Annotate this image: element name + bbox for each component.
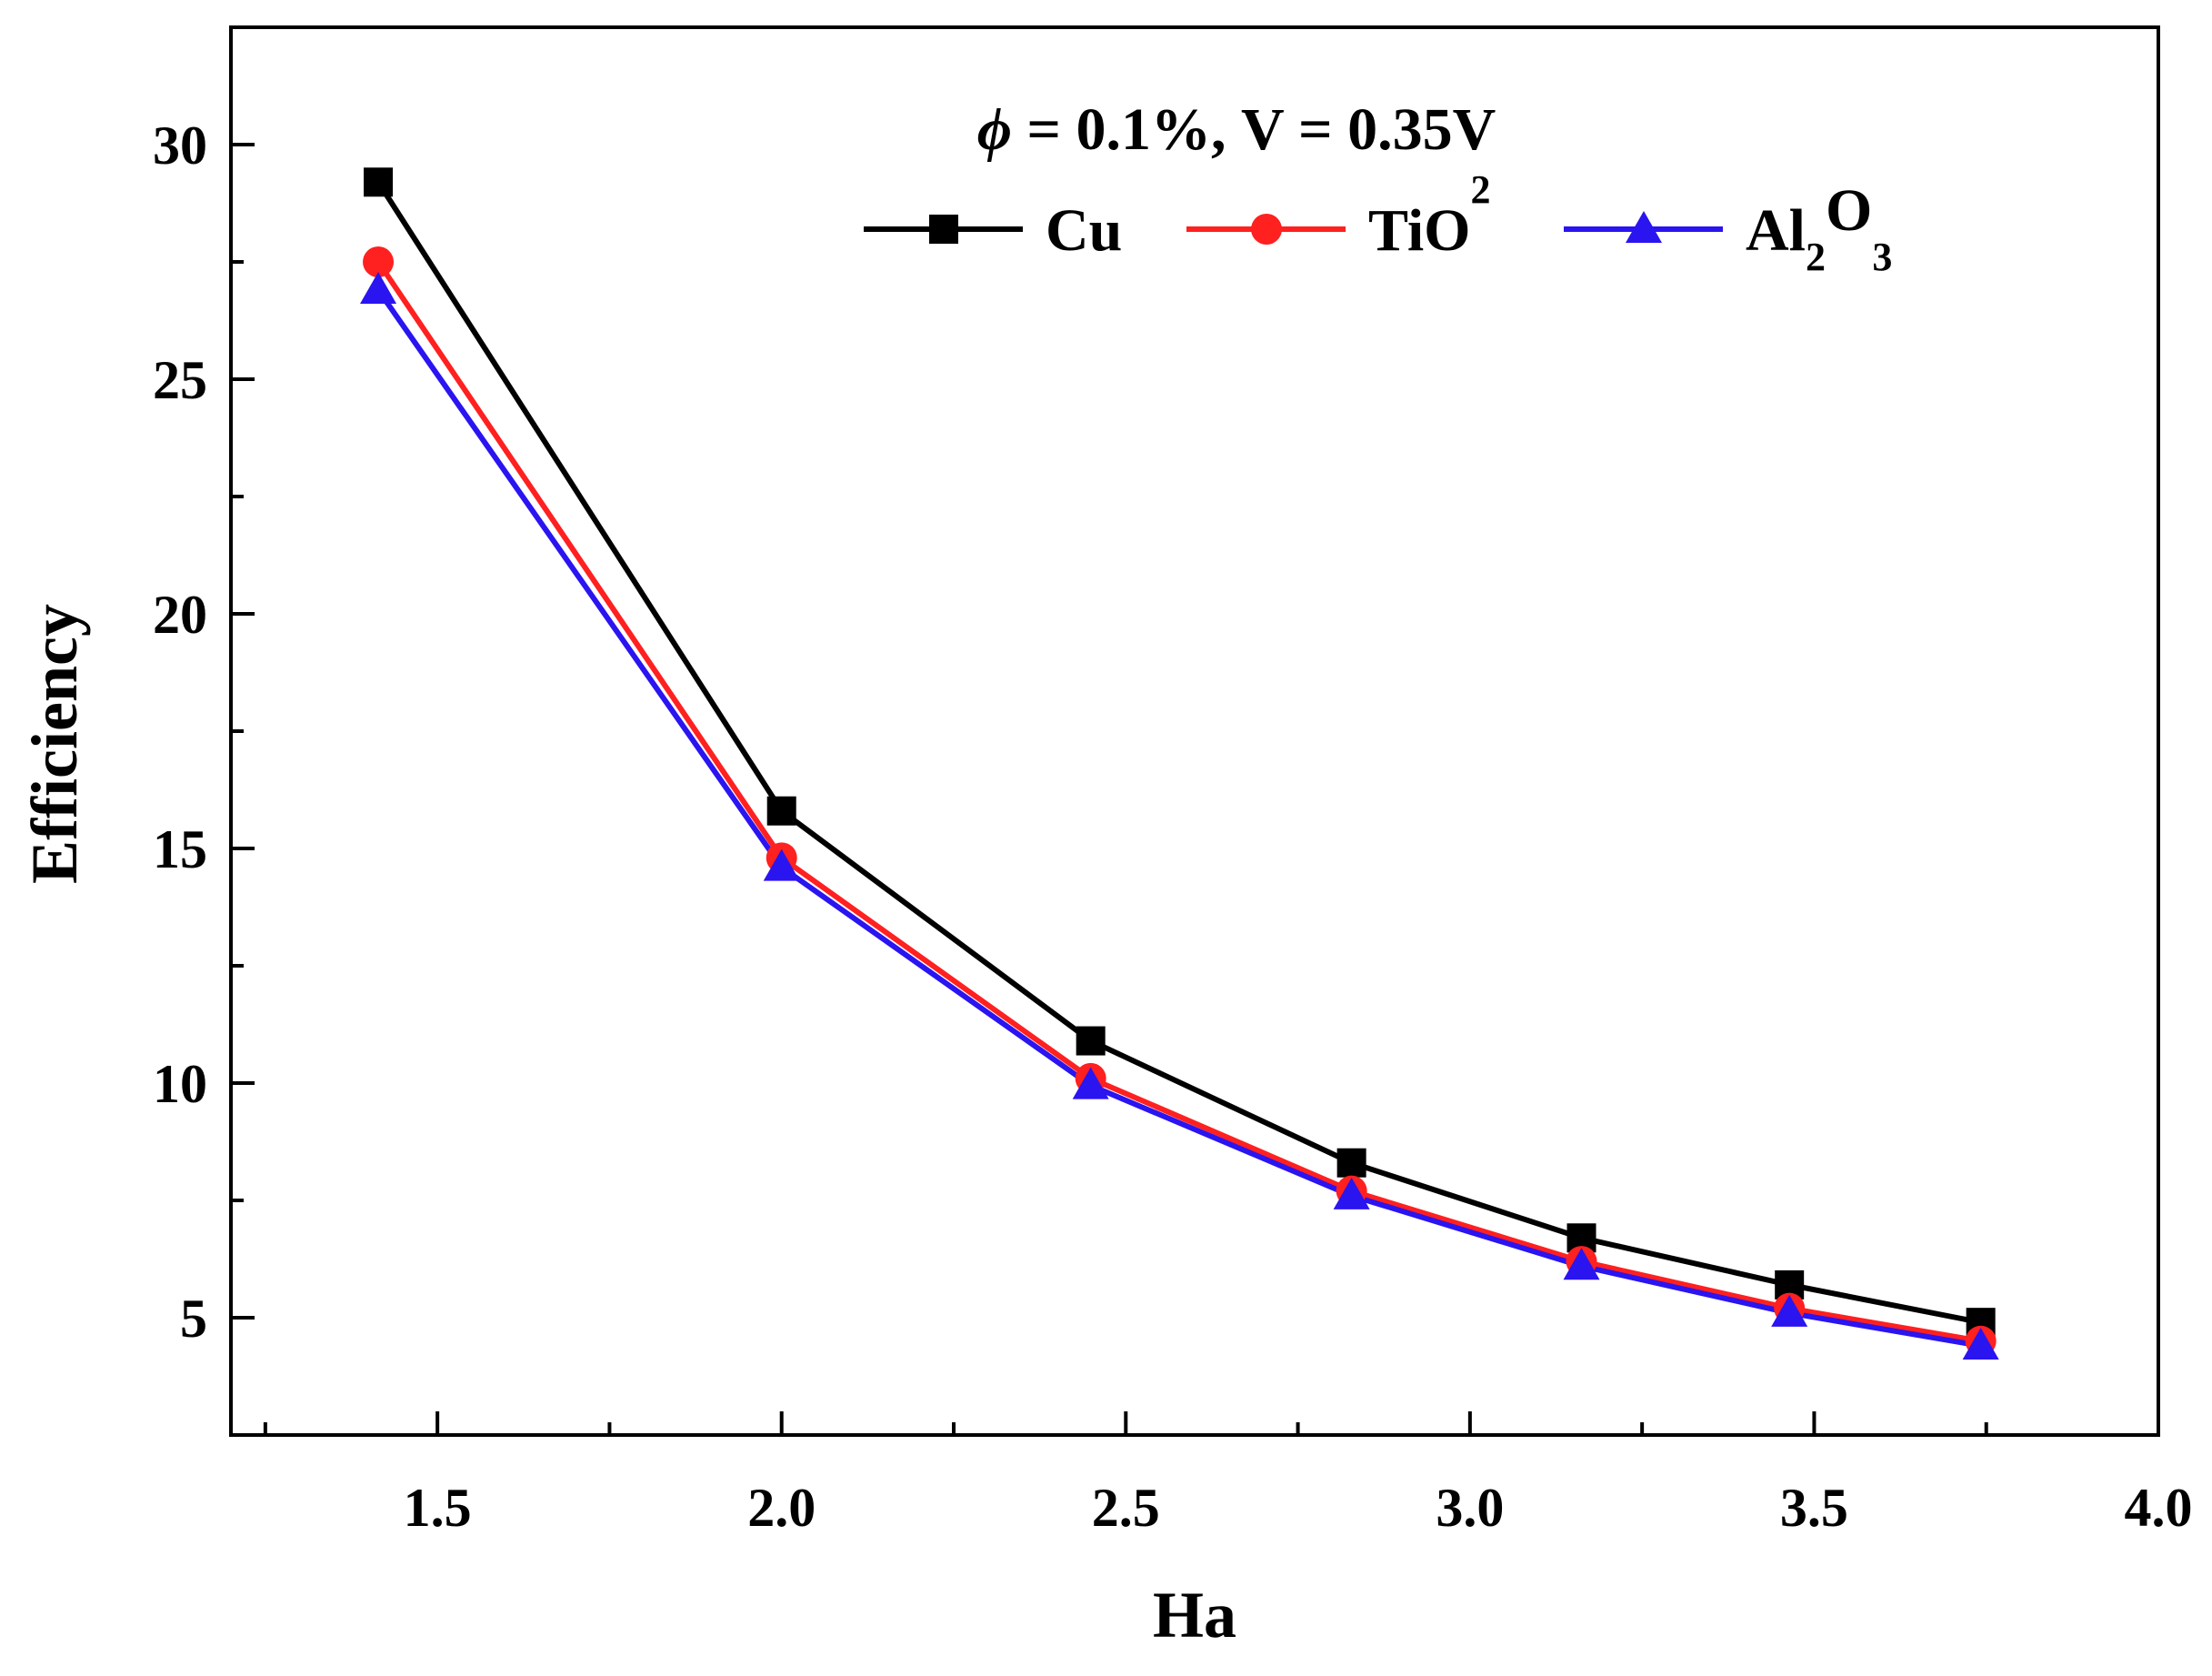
data-point-cu	[766, 796, 796, 826]
y-tick-label: 30	[153, 115, 207, 176]
series-line-tio2	[375, 260, 1982, 1344]
legend-marker-al2o3	[1626, 211, 1662, 243]
data-point-al2o3	[1333, 1177, 1370, 1209]
data-point-tio2	[363, 246, 395, 277]
y-tick-label: 20	[153, 585, 207, 645]
x-axis-label: Ha	[1153, 1579, 1236, 1651]
legend-text-sub1: 2	[1806, 235, 1826, 279]
series-line-al2o3	[375, 288, 1982, 1349]
legend-label-al2o3: Al2O3	[1746, 177, 1892, 279]
data-point-al2o3	[1962, 1327, 1999, 1360]
y-tick-label: 25	[153, 350, 207, 410]
legend-label-cu: Cu	[1046, 197, 1122, 264]
legend-label-tio2: TiO2	[1368, 167, 1491, 264]
series-line-cu	[375, 180, 1982, 1326]
phi-symbol: ϕ	[977, 96, 1012, 163]
data-point-cu	[364, 167, 394, 197]
series-markers	[360, 167, 1999, 1360]
x-tick-label: 3.0	[1436, 1478, 1504, 1538]
x-tick-label: 3.5	[1780, 1478, 1848, 1538]
axis-tick-labels: 1.5 2.0 2.5 3.0 3.5 4.0 5 10 15 20 25 30	[153, 115, 2193, 1538]
y-tick-label: 10	[153, 1054, 207, 1114]
legend-marker-cu	[929, 215, 958, 244]
legend-text-main: Al	[1746, 197, 1806, 264]
series-lines	[375, 180, 1982, 1349]
data-point-al2o3	[763, 848, 800, 881]
data-point-al2o3	[1771, 1294, 1808, 1327]
data-point-al2o3	[1072, 1067, 1109, 1099]
legend-text-sup: 2	[1471, 167, 1491, 212]
y-tick-label: 15	[153, 819, 207, 879]
legend-text-main: TiO	[1368, 197, 1471, 264]
legend-marker-tio2	[1251, 214, 1282, 245]
data-point-al2o3	[360, 271, 397, 304]
legend-text-main: Cu	[1046, 197, 1122, 264]
axis-ticks	[231, 143, 2160, 1435]
data-point-al2o3	[1563, 1248, 1600, 1280]
annotation-text: = 0.1%, V = 0.35V	[1012, 96, 1496, 163]
data-point-cu	[1336, 1148, 1366, 1178]
x-tick-label: 1.5	[404, 1478, 472, 1538]
x-tick-label: 2.5	[1092, 1478, 1160, 1538]
y-tick-label: 5	[180, 1289, 207, 1349]
x-tick-label: 2.0	[747, 1478, 816, 1538]
legend-text-sub2: 3	[1872, 235, 1892, 279]
x-tick-label: 4.0	[2125, 1478, 2193, 1538]
chart-annotation: ϕ = 0.1%, V = 0.35V	[977, 96, 1496, 163]
y-axis-label: Efficiency	[18, 604, 91, 884]
data-point-cu	[1076, 1026, 1106, 1056]
legend-text-mid: O	[1826, 177, 1872, 244]
